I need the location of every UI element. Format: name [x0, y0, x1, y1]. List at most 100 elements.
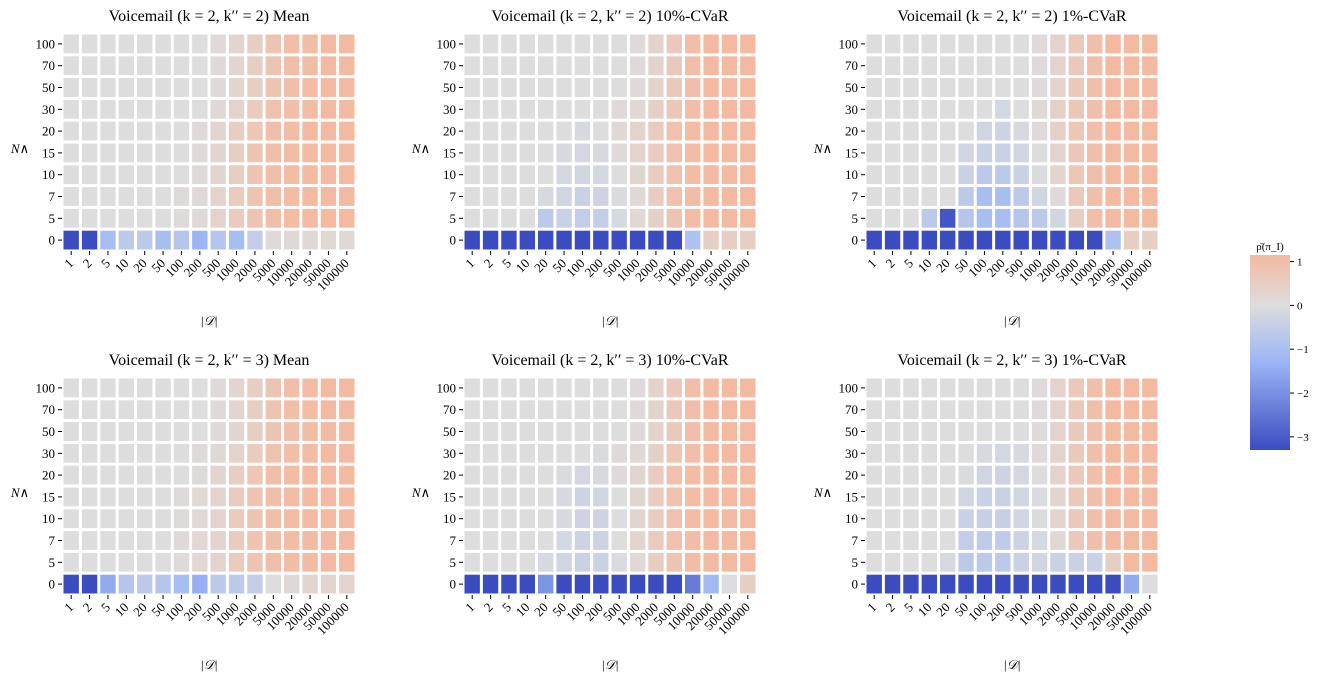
heatmap-cell: [1050, 208, 1066, 228]
heatmap-cell: [1013, 465, 1029, 485]
heatmap-cell: [118, 208, 135, 228]
heatmap-cell: [666, 509, 683, 529]
heatmap-cell: [1105, 574, 1121, 594]
y-tick-label: 0: [450, 233, 457, 248]
heatmap-cell: [100, 230, 116, 250]
heatmap-cell: [81, 230, 98, 250]
heatmap-cell: [1068, 56, 1085, 76]
x-tick-label: 2: [882, 256, 897, 271]
heatmap-cell: [155, 99, 171, 119]
heatmap-cell: [1068, 465, 1085, 485]
heatmap-cell: [921, 143, 938, 163]
heatmap-cell: [1013, 208, 1029, 228]
heatmap-cell: [464, 531, 480, 550]
heatmap-cell: [63, 56, 79, 76]
heatmap-cell: [1123, 165, 1140, 185]
heatmap-cell: [721, 78, 738, 97]
heatmap-cell: [721, 465, 738, 485]
heatmap-cell: [320, 56, 337, 76]
heatmap-cell: [501, 143, 517, 163]
heatmap-cell: [884, 422, 901, 441]
heatmap-cell: [137, 552, 153, 572]
heatmap-cell: [192, 465, 208, 485]
heatmap-cell: [247, 487, 263, 507]
heatmap-cell: [666, 121, 683, 141]
heatmap-cell: [1087, 443, 1103, 463]
x-tick-label: 20: [933, 256, 953, 276]
heatmap-cell: [721, 400, 738, 420]
heatmap-cell: [247, 56, 263, 76]
heatmap-cell: [155, 165, 171, 185]
heatmap-cell: [519, 78, 536, 97]
heatmap-cell: [1123, 230, 1140, 250]
heatmap-cell: [210, 165, 226, 185]
heatmap-cell: [519, 34, 536, 54]
heatmap-cell: [1013, 509, 1029, 529]
x-tick-label: 2: [79, 256, 94, 271]
heatmap-cell: [703, 400, 719, 420]
heatmap-cell: [210, 422, 226, 441]
heatmap-cell: [995, 465, 1011, 485]
y-tick-label: 70: [443, 58, 456, 73]
heatmap-cell: [940, 574, 956, 594]
heatmap-cell: [63, 187, 79, 206]
colorbar: ρ̄(π_I) 1 0 −1 −2 −3: [1250, 241, 1309, 450]
heatmap-cell: [629, 422, 646, 441]
heatmap-cell: [866, 121, 882, 141]
heatmap-cell: [1031, 443, 1048, 463]
heatmap-cell: [137, 400, 153, 420]
heatmap-cell: [519, 443, 536, 463]
heatmap-cell: [538, 78, 554, 97]
heatmap-cell: [501, 34, 517, 54]
heatmap-cell: [100, 443, 116, 463]
heatmap-cell: [740, 465, 756, 485]
heatmap-cell: [482, 531, 499, 550]
heatmap-cell: [1013, 552, 1029, 572]
heatmap-cell: [629, 143, 646, 163]
heatmap-cell: [1050, 443, 1066, 463]
heatmap-cell: [666, 230, 683, 250]
heatmap-cell: [958, 99, 974, 119]
y-tick-label: 7: [852, 533, 859, 548]
y-tick-label: 100: [437, 380, 457, 395]
heatmap-cell: [538, 187, 554, 206]
heatmap-cell: [721, 509, 738, 529]
heatmap-cell: [1123, 531, 1140, 550]
heatmap-cell: [1050, 165, 1066, 185]
heatmap-cell: [995, 378, 1011, 398]
heatmap-cell: [228, 165, 245, 185]
heatmap-cell: [1087, 465, 1103, 485]
y-tick-label: 15: [42, 145, 55, 160]
heatmap-cell: [284, 143, 300, 163]
heatmap-cell: [921, 509, 938, 529]
heatmap-cell: [884, 99, 901, 119]
y-axis-label: N∧: [813, 485, 832, 500]
heatmap-cell: [63, 509, 79, 529]
heatmap-cell: [100, 531, 116, 550]
heatmap-cell: [1105, 531, 1121, 550]
heatmap-cell: [556, 230, 572, 250]
heatmap-cell: [648, 230, 664, 250]
heatmap-cell: [173, 531, 190, 550]
heatmap-cell: [173, 208, 190, 228]
heatmap-cell: [210, 552, 226, 572]
y-tick-label: 0: [49, 577, 56, 592]
heatmap-cell: [100, 208, 116, 228]
heatmap-cell: [958, 230, 974, 250]
heatmap-cell: [155, 143, 171, 163]
heatmap-cell: [976, 230, 993, 250]
x-tick-label: 20: [130, 256, 150, 276]
heatmap-cell: [1123, 187, 1140, 206]
heatmap-cell: [995, 34, 1011, 54]
heatmap-cell: [721, 552, 738, 572]
heatmap-cell: [228, 230, 245, 250]
heatmap-cell: [703, 121, 719, 141]
heatmap-cell: [1068, 34, 1085, 54]
heatmap-cell: [1142, 121, 1158, 141]
heatmap-cell: [247, 78, 263, 97]
heatmap-cell: [81, 552, 98, 572]
heatmap-cell: [284, 487, 300, 507]
heatmap-cell: [320, 78, 337, 97]
heatmap-cell: [192, 165, 208, 185]
heatmap-cell: [740, 552, 756, 572]
